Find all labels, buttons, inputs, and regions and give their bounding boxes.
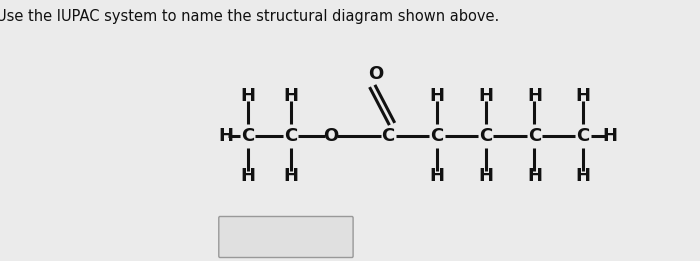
Text: C: C [284,127,298,145]
Text: H: H [430,87,444,105]
Text: C: C [479,127,492,145]
Text: C: C [528,127,541,145]
Text: O: O [368,65,384,83]
Text: H: H [240,87,256,105]
Text: Use the IUPAC system to name the structural diagram shown above.: Use the IUPAC system to name the structu… [0,9,499,24]
Text: H: H [602,127,617,145]
Text: H: H [218,127,233,145]
Text: H: H [527,87,542,105]
Text: H: H [478,87,493,105]
Text: H: H [284,167,298,185]
Text: H: H [478,167,493,185]
Text: C: C [241,127,254,145]
Text: O: O [323,127,339,145]
FancyBboxPatch shape [219,217,353,258]
Text: H: H [575,167,591,185]
Text: H: H [430,167,444,185]
Text: C: C [577,127,589,145]
Text: C: C [382,127,395,145]
Text: H: H [240,167,256,185]
Text: H: H [575,87,591,105]
Text: H: H [284,87,298,105]
Text: C: C [430,127,444,145]
Text: H: H [527,167,542,185]
